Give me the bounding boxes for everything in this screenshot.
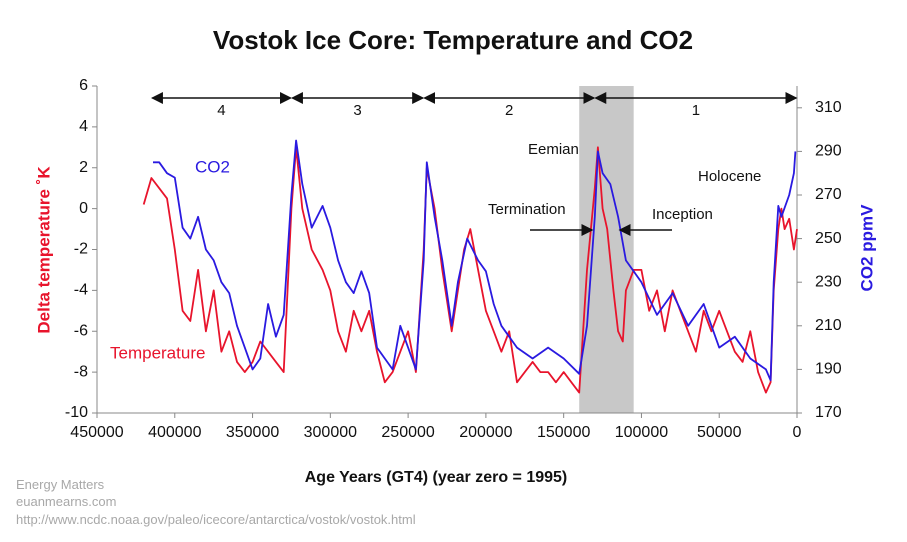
x-tick-label: 400000 [148,424,201,441]
source-line: euanmearns.com [16,494,116,509]
y-tick-label: -4 [74,282,88,299]
y2-tick-label: 270 [815,186,842,203]
y2-tick-label: 210 [815,317,842,334]
period-label: 3 [353,102,361,119]
y2-tick-label: 170 [815,404,842,421]
legend-label: CO2 [195,157,230,176]
annotation: Holocene [698,168,761,185]
x-tick-label: 150000 [537,424,590,441]
chart-title: Vostok Ice Core: Temperature and CO2 [213,25,693,55]
annotation: Eemian [528,141,579,158]
period-label: 1 [692,102,700,119]
y2-axis-label: CO2 ppmV [857,204,876,292]
x-tick-label: 450000 [70,424,123,441]
y-tick-label: 6 [79,77,88,94]
x-tick-label: 250000 [381,424,434,441]
period-label: 4 [217,102,225,119]
legend-label: Temperature [110,343,205,362]
x-tick-label: 350000 [226,424,279,441]
y-tick-label: -8 [74,363,88,380]
annotation: Termination [488,201,566,218]
source-line: Energy Matters [16,477,105,492]
series-line [153,139,797,382]
y2-tick-label: 250 [815,230,842,247]
y-axis-label: Delta temperature ˚K [34,166,53,334]
y2-tick-label: 310 [815,99,842,116]
x-axis-label: Age Years (GT4) (year zero = 1995) [305,469,568,486]
y-tick-label: -2 [74,241,88,258]
y-tick-label: 2 [79,159,88,176]
y2-tick-label: 190 [815,361,842,378]
y-tick-label: -6 [74,322,88,339]
shaded-region [579,86,634,413]
y-tick-label: -10 [65,404,88,421]
y-tick-label: 4 [79,118,88,135]
source-line: http://www.ncdc.noaa.gov/paleo/icecore/a… [16,512,416,527]
x-tick-label: 50000 [697,424,742,441]
y2-tick-label: 230 [815,273,842,290]
period-label: 2 [505,102,513,119]
y-tick-label: 0 [79,200,88,217]
x-tick-label: 300000 [304,424,357,441]
annotation: Inception [652,206,713,223]
x-tick-label: 0 [793,424,802,441]
x-tick-label: 100000 [615,424,668,441]
x-tick-label: 200000 [459,424,512,441]
y2-tick-label: 290 [815,143,842,160]
